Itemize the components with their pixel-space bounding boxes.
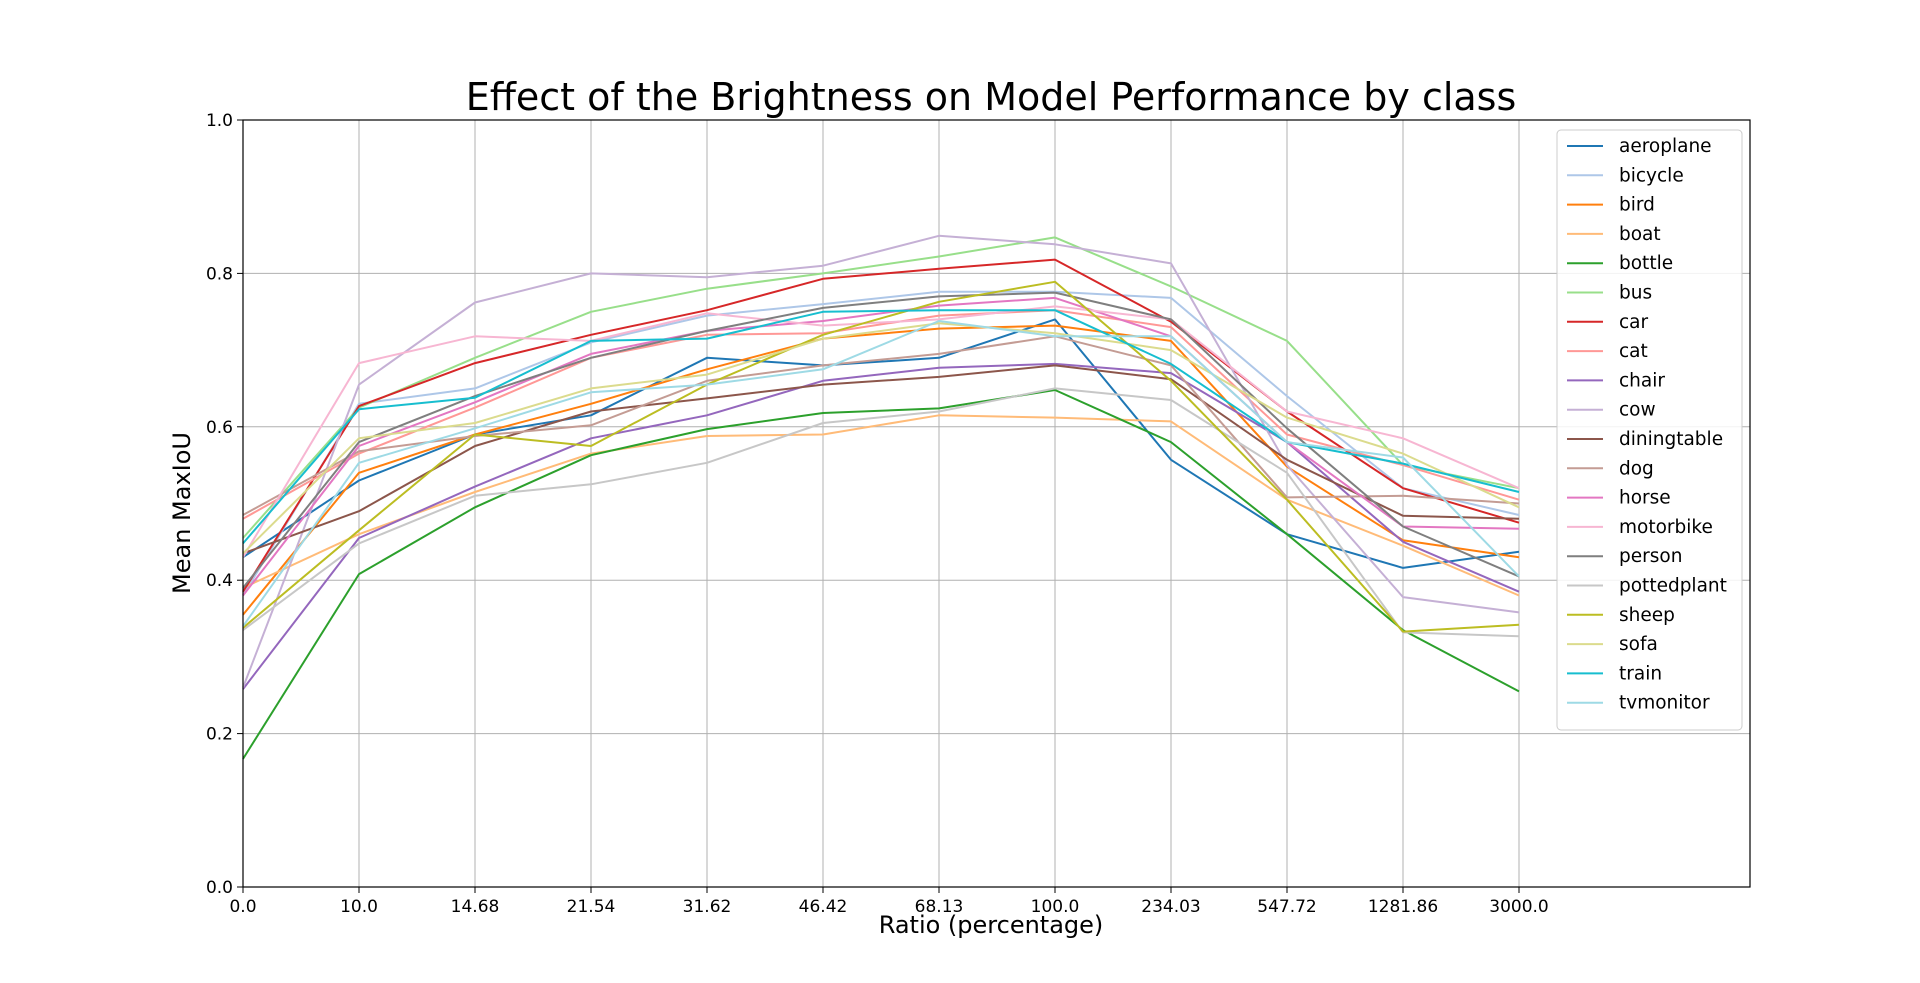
y-axis-title: Mean MaxIoU [168,432,196,594]
plot-frame [242,119,1751,888]
y-tick-label: 0.0 [206,878,233,898]
legend-label-person: person [1619,546,1682,567]
legend-label-cow: cow [1619,400,1656,421]
x-tick-label: 3000.0 [1489,897,1548,917]
x-tick-label: 100.0 [1031,897,1080,917]
legend-label-cat: cat [1619,341,1648,362]
series-line-tvmonitor [242,320,1520,627]
y-tick-label: 0.8 [206,264,233,284]
legend-label-bicycle: bicycle [1619,165,1684,186]
series-line-horse [242,296,1520,597]
legend-label-train: train [1619,663,1662,684]
x-tick-label: 547.72 [1257,897,1316,917]
legend-label-chair: chair [1619,370,1665,391]
plot-area: 0.0 0.2 0.4 0.6 0.8 1.0 0.0 10.0 14.68 21.54 31.62… [206,111,1751,917]
legend-label-diningtable: diningtable [1619,429,1723,450]
series-line-cat [242,309,1520,520]
series-line-boat [242,414,1520,597]
x-tick-label: 21.54 [567,897,616,917]
x-tick-label: 1281.86 [1368,897,1438,917]
legend-label-aeroplane: aeroplane [1619,136,1712,157]
x-axis-title: Ratio (percentage) [879,911,1104,939]
legend-label-sheep: sheep [1619,605,1675,626]
series-line-cow [242,234,1520,688]
legend-label-dog: dog [1619,458,1654,479]
legend-label-motorbike: motorbike [1619,517,1713,538]
legend-label-sofa: sofa [1619,634,1658,655]
legend-label-boat: boat [1619,224,1661,245]
legend-label-bird: bird [1619,195,1655,216]
legend-label-tvmonitor: tvmonitor [1619,693,1710,714]
chart-title: Effect of the Brightness on Model Perfor… [466,75,1517,119]
legend-label-car: car [1619,312,1649,333]
series-line-bicycle [242,290,1520,597]
series-line-bird [242,324,1520,616]
series-line-bus [242,236,1520,539]
series-line-diningtable [242,364,1520,555]
y-tick-label: 1.0 [206,111,233,131]
series-line-sheep [242,280,1520,633]
x-tick-label: 14.68 [451,897,500,917]
x-tick-label: 234.03 [1141,897,1200,917]
series-line-motorbike [242,305,1520,558]
series-line-dog [242,335,1520,516]
series-line-pottedplant [242,387,1520,638]
series-line-aeroplane [242,318,1520,569]
series-line-chair [242,362,1520,690]
legend-label-horse: horse [1619,488,1671,509]
legend-box [1556,129,1743,731]
x-tick-label: 0.0 [229,897,256,917]
legend-label-bus: bus [1619,283,1652,304]
series-line-train [242,309,1520,545]
x-tick-label: 31.62 [683,897,732,917]
legend-label-pottedplant: pottedplant [1619,576,1727,597]
y-tick-label: 0.6 [206,418,233,438]
y-tick-label: 0.2 [206,725,233,745]
x-tick-label: 10.0 [340,897,378,917]
series-line-sofa [242,322,1520,555]
x-tick-label: 68.13 [915,897,964,917]
legend-label-bottle: bottle [1619,253,1673,274]
series-line-bottle [242,389,1520,760]
legend: aeroplane bicycle bird boat bottle bus car cat c… [1556,129,1743,731]
y-tick-label: 0.4 [206,571,233,591]
x-tick-label: 46.42 [799,897,848,917]
